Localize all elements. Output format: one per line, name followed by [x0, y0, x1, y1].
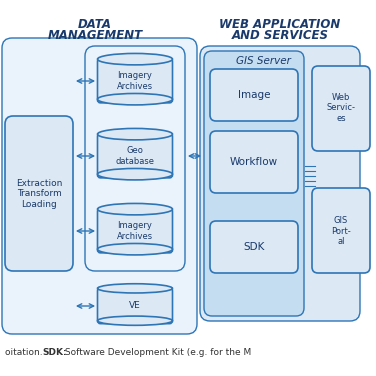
FancyBboxPatch shape	[312, 66, 370, 151]
Text: GIS
Port-
al: GIS Port- al	[331, 216, 351, 246]
Text: Software Development Kit (e.g. for the M: Software Development Kit (e.g. for the M	[62, 348, 251, 357]
Ellipse shape	[97, 53, 173, 65]
Text: WEB APPLICATION: WEB APPLICATION	[219, 18, 341, 31]
Ellipse shape	[97, 244, 173, 255]
Text: MANAGEMENT: MANAGEMENT	[47, 29, 143, 42]
Ellipse shape	[97, 168, 173, 180]
Text: VE: VE	[129, 302, 141, 311]
Ellipse shape	[97, 203, 173, 215]
FancyBboxPatch shape	[97, 59, 173, 103]
FancyBboxPatch shape	[210, 221, 298, 273]
Text: AND SERVICES: AND SERVICES	[232, 29, 329, 42]
FancyBboxPatch shape	[97, 133, 173, 178]
Text: SDK: SDK	[243, 242, 265, 252]
Text: Workflow: Workflow	[230, 157, 278, 167]
Text: SDK:: SDK:	[42, 348, 67, 357]
Text: GIS Server: GIS Server	[235, 56, 290, 66]
Text: Geo
database: Geo database	[115, 146, 155, 166]
Text: oitation.: oitation.	[5, 348, 45, 357]
Text: DATA: DATA	[78, 18, 112, 31]
Text: Imagery
Archives: Imagery Archives	[117, 221, 153, 241]
FancyBboxPatch shape	[97, 288, 173, 324]
Ellipse shape	[97, 94, 173, 105]
Text: Image: Image	[238, 90, 270, 100]
FancyBboxPatch shape	[5, 116, 73, 271]
FancyBboxPatch shape	[312, 188, 370, 273]
Text: Web
Servic-
es: Web Servic- es	[326, 93, 355, 123]
FancyBboxPatch shape	[2, 38, 197, 334]
Text: Imagery
Archives: Imagery Archives	[117, 71, 153, 91]
FancyBboxPatch shape	[85, 46, 185, 271]
Text: Extraction
Transform
Loading: Extraction Transform Loading	[16, 179, 62, 209]
FancyBboxPatch shape	[210, 131, 298, 193]
FancyBboxPatch shape	[200, 46, 360, 321]
Ellipse shape	[97, 129, 173, 140]
FancyBboxPatch shape	[204, 51, 304, 316]
Ellipse shape	[97, 284, 173, 293]
FancyBboxPatch shape	[210, 69, 298, 121]
Ellipse shape	[97, 316, 173, 325]
FancyBboxPatch shape	[97, 209, 173, 253]
